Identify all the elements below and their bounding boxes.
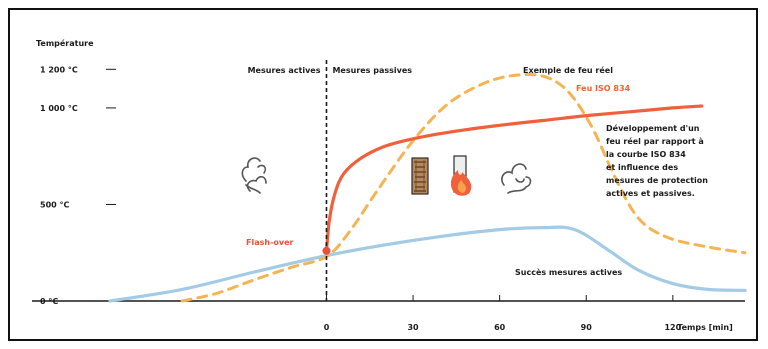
x-tick-label: 60 — [494, 323, 506, 332]
x-axis-title: Temps [min] — [677, 323, 733, 332]
y-tick-label: 1 000 °C — [40, 104, 78, 113]
flashover-point — [322, 246, 331, 255]
x-tick-label: 30 — [407, 323, 419, 332]
description-line: mesures de protection — [606, 176, 708, 185]
temperature-chart: Température 1 200 °C 1 000 °C 500 °C 0 °C 0… — [32, 38, 747, 332]
active-success-label: Succès mesures actives — [515, 267, 622, 277]
active-measures-label: Mesures actives — [248, 66, 321, 75]
description-line: et influence des — [606, 163, 678, 172]
x-tick-label: 0 — [324, 323, 330, 332]
description-text: Développement d'un feu réel par rapport à… — [606, 123, 708, 198]
y-axis-title: Température — [36, 38, 94, 48]
y-axis-ticks: 1 200 °C 1 000 °C 500 °C 0 °C — [40, 65, 116, 306]
x-tick-label: 120 — [664, 323, 681, 332]
smoke-icon — [501, 163, 532, 194]
chart-frame: Température 1 200 °C 1 000 °C 500 °C 0 °C 0… — [8, 8, 758, 341]
y-tick-label: 1 200 °C — [40, 65, 78, 74]
x-tick-label: 90 — [581, 323, 593, 332]
series-line-feu-iso-834 — [324, 104, 704, 253]
description-line: Développement d'un — [606, 123, 700, 133]
iso-curve-label: Feu ISO 834 — [576, 84, 631, 93]
real-fire-label: Exemple de feu réel — [523, 65, 613, 75]
passive-measures-label: Mesures passives — [332, 66, 412, 75]
description-line: feu réel par rapport à — [606, 136, 704, 146]
series-line-succ-s-mesures-actives — [108, 225, 747, 303]
wood-wall-icon — [411, 157, 429, 195]
smoke-icon — [241, 157, 267, 194]
series-layer — [108, 72, 747, 303]
series-line-exemple-de-feu-r-el — [180, 72, 747, 303]
y-tick-label: 0 °C — [40, 297, 58, 306]
description-line: actives et passives. — [606, 189, 695, 198]
y-tick-label: 500 °C — [40, 200, 69, 209]
fire-icon — [450, 155, 472, 196]
description-line: la courbe ISO 834 — [606, 150, 686, 159]
flashover-label: Flash-over — [246, 238, 294, 247]
